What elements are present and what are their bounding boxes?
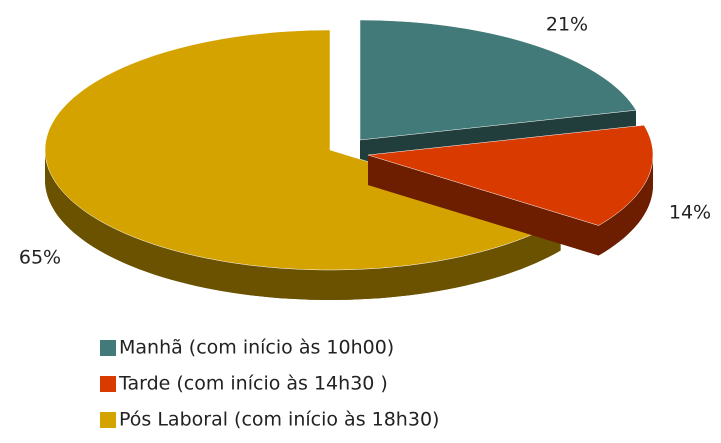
legend-label: Manhã (com início às 10h00): [119, 337, 394, 359]
legend-swatch: [100, 340, 116, 356]
data-label: 14%: [669, 202, 711, 224]
slice: [367, 124, 654, 256]
legend-label: Pós Laboral (com início às 18h30): [119, 409, 439, 431]
legend-swatch: [100, 412, 116, 428]
slice: [44, 29, 562, 271]
slice-wall: [368, 155, 599, 256]
slice-rim: [598, 155, 653, 256]
slice-rim: [45, 150, 561, 300]
legend-swatch: [100, 376, 116, 392]
slice: [359, 19, 637, 141]
data-label: 65%: [19, 247, 61, 269]
data-label: 21%: [546, 14, 588, 36]
legend-label: Tarde (com início às 14h30 ): [118, 373, 388, 395]
slice: [367, 124, 654, 226]
